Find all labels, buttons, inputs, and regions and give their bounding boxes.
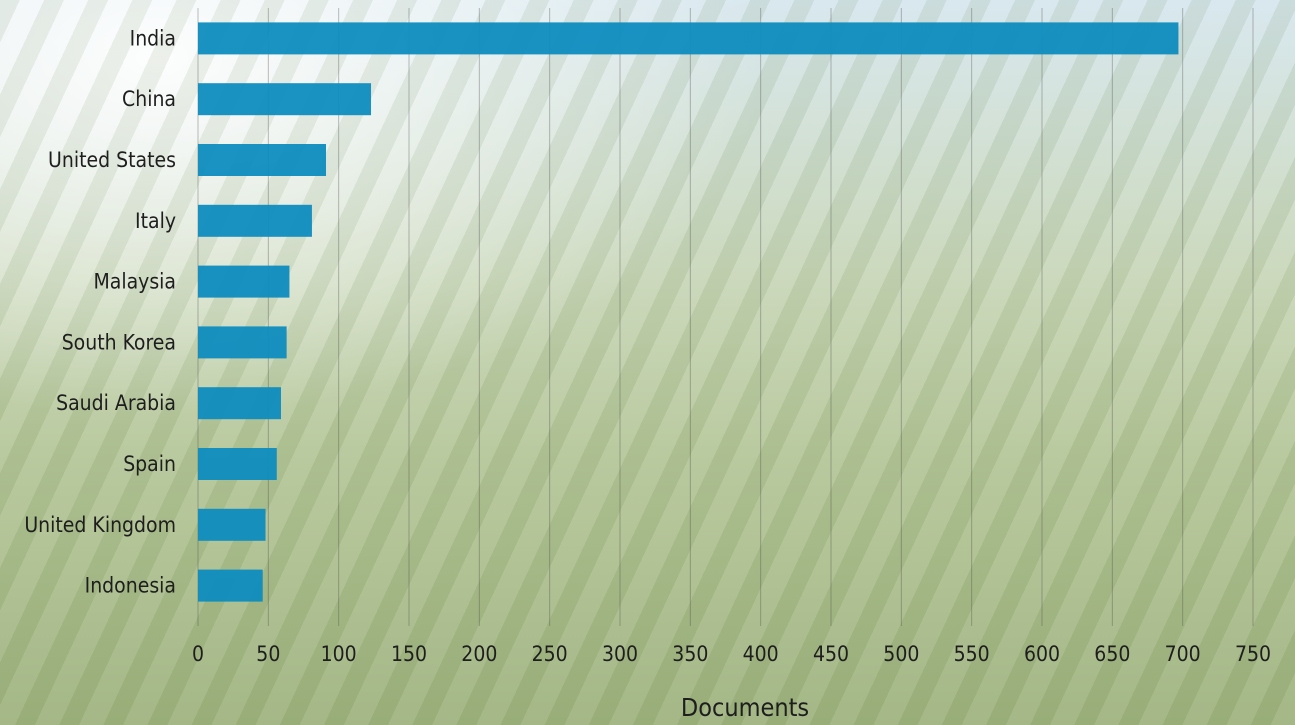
x-tick-label: 450 xyxy=(813,642,849,666)
category-label: United States xyxy=(48,148,176,172)
category-label: Italy xyxy=(135,209,176,233)
bar-south-korea xyxy=(198,326,287,359)
bar-united-states xyxy=(198,144,327,176)
x-tick-label: 250 xyxy=(532,642,568,666)
category-label: United Kingdom xyxy=(24,513,176,537)
bar-saudi-arabia xyxy=(198,387,281,420)
bar-malaysia xyxy=(198,265,290,298)
x-tick-label: 650 xyxy=(1094,642,1130,666)
x-tick-label: 100 xyxy=(321,642,357,666)
x-tick-label: 700 xyxy=(1165,642,1201,666)
category-label: South Korea xyxy=(62,330,176,354)
x-tick-label: 750 xyxy=(1235,642,1271,666)
bar-spain xyxy=(198,448,277,480)
x-axis-title: Documents xyxy=(681,693,809,722)
x-tick-label: 500 xyxy=(883,642,919,666)
category-label: China xyxy=(122,87,176,111)
x-tick-label: 550 xyxy=(954,642,990,666)
gridlines xyxy=(197,8,1254,626)
bar-india xyxy=(198,22,1179,55)
x-tick-label: 350 xyxy=(672,642,708,666)
category-label: Indonesia xyxy=(85,574,176,598)
x-tick-label: 200 xyxy=(461,642,497,666)
x-tick-label: 50 xyxy=(256,642,280,666)
x-tick-label: 300 xyxy=(602,642,638,666)
x-tick-label: 0 xyxy=(192,642,204,666)
category-label: Malaysia xyxy=(93,270,176,294)
bar-indonesia xyxy=(198,569,263,602)
category-labels: India China United States Italy Malaysia Sout… xyxy=(24,26,176,597)
x-tick-label: 150 xyxy=(391,642,427,666)
category-label: India xyxy=(130,26,176,50)
x-tick-label: 600 xyxy=(1024,642,1060,666)
bars xyxy=(198,22,1179,602)
x-tick-labels: 0 50 100 150 200 250 300 350 400 450 500 550 600 650 7… xyxy=(192,642,1271,666)
category-label: Spain xyxy=(123,452,176,476)
category-label: Saudi Arabia xyxy=(56,391,176,415)
x-tick-label: 400 xyxy=(743,642,779,666)
bar-italy xyxy=(198,204,312,237)
bar-united-kingdom xyxy=(198,508,266,541)
bar-china xyxy=(198,83,372,116)
